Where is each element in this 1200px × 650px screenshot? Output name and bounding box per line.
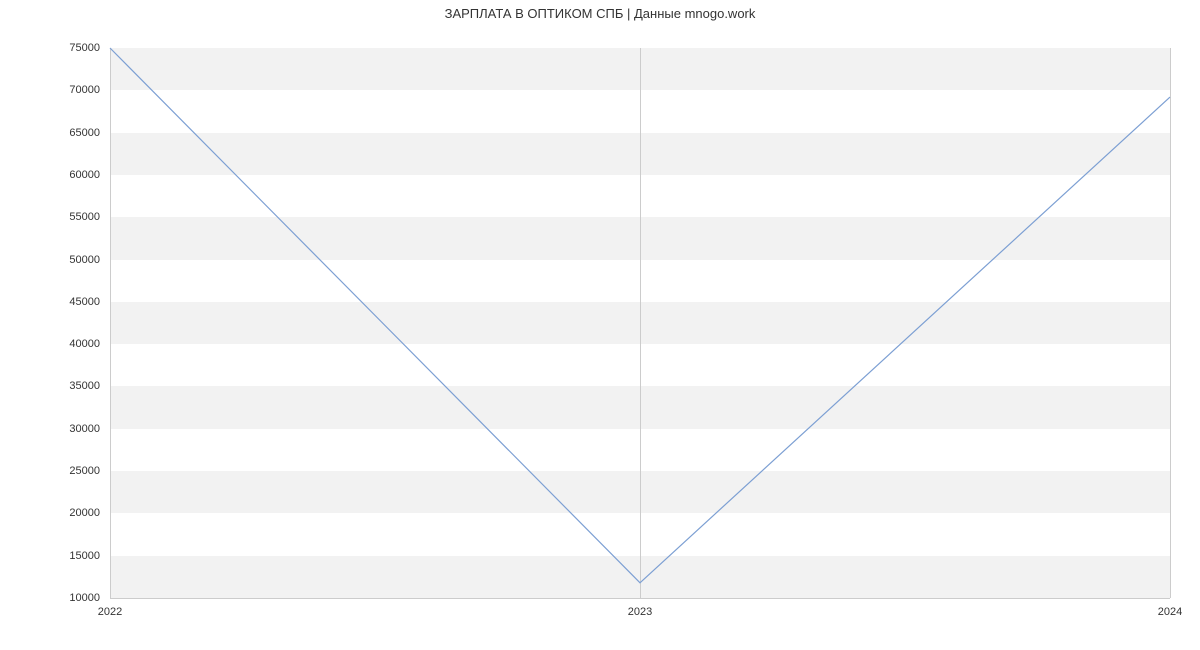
x-axis-line (110, 598, 1170, 599)
chart-container: ЗАРПЛАТА В ОПТИКОМ СПБ | Данные mnogo.wo… (0, 0, 1200, 650)
y-tick-label: 55000 (0, 211, 100, 223)
plot-area (110, 48, 1170, 598)
y-tick-label: 50000 (0, 254, 100, 266)
y-tick-label: 25000 (0, 465, 100, 477)
line-layer (110, 48, 1170, 598)
y-tick-label: 45000 (0, 296, 100, 308)
y-tick-label: 60000 (0, 169, 100, 181)
x-tick-label: 2024 (1158, 606, 1182, 618)
y-tick-label: 15000 (0, 550, 100, 562)
y-tick-label: 65000 (0, 127, 100, 139)
chart-title: ЗАРПЛАТА В ОПТИКОМ СПБ | Данные mnogo.wo… (0, 6, 1200, 21)
y-tick-label: 75000 (0, 42, 100, 54)
series-line-salary (110, 48, 1170, 583)
x-gridline (1170, 48, 1171, 598)
y-tick-label: 40000 (0, 338, 100, 350)
y-tick-label: 30000 (0, 423, 100, 435)
y-tick-label: 70000 (0, 84, 100, 96)
x-tick-label: 2023 (628, 606, 652, 618)
x-tick-label: 2022 (98, 606, 122, 618)
y-tick-label: 10000 (0, 592, 100, 604)
y-tick-label: 35000 (0, 380, 100, 392)
y-tick-label: 20000 (0, 507, 100, 519)
